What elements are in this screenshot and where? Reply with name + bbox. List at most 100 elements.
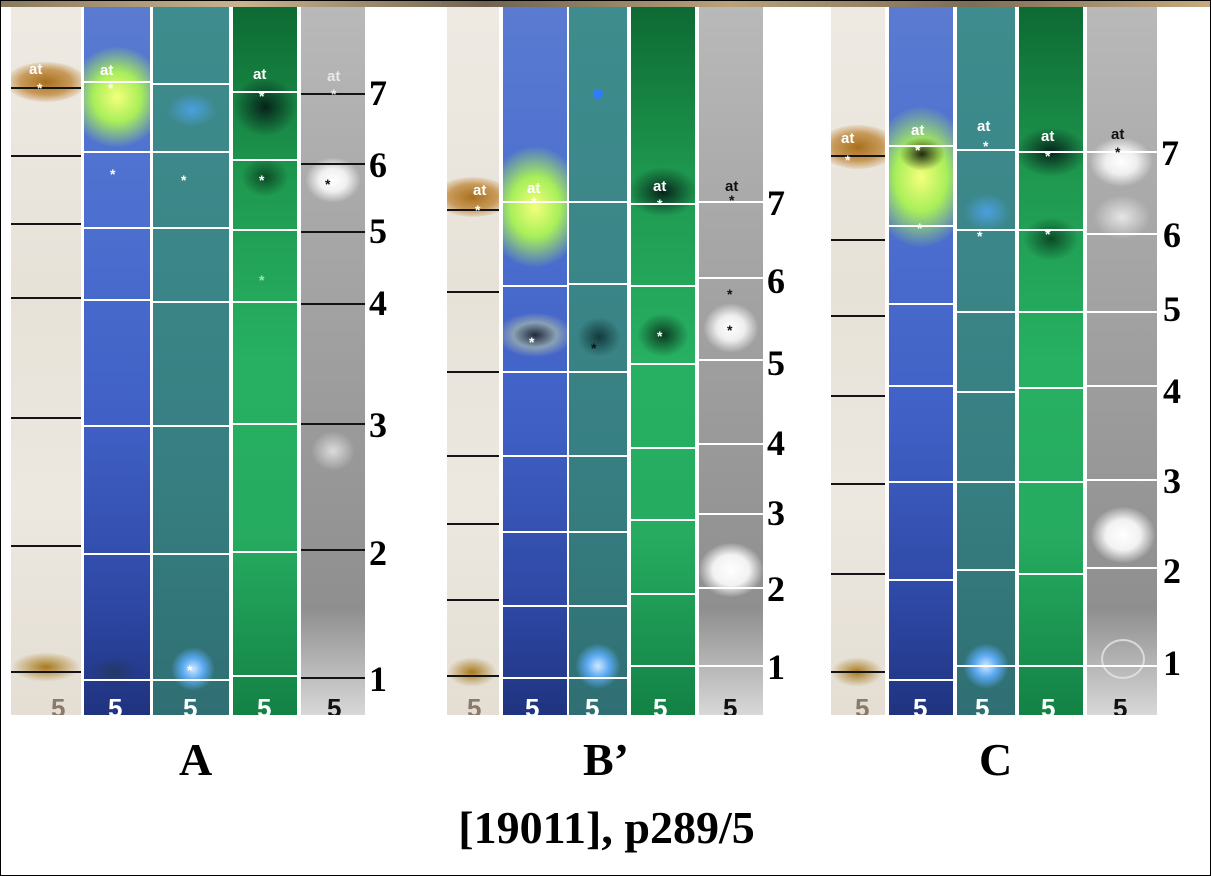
scale-label-3: 3 [767, 493, 785, 533]
front-mark: at [327, 68, 341, 85]
scale-label-7: 7 [767, 183, 785, 223]
lane-uv254: * * 5 [153, 7, 229, 715]
front-mark: at [1111, 126, 1125, 143]
lane-uv366: at * * 5 [503, 7, 567, 715]
spot-marker: * [727, 322, 733, 338]
spot-marker: * [657, 328, 663, 344]
scale-label-6: 6 [1163, 215, 1181, 255]
lane-uv366: at * * 5 [889, 7, 953, 715]
front-mark: at [911, 122, 925, 139]
application-mark: 5 [525, 693, 540, 715]
front-mark: at [527, 180, 541, 197]
scale-label-4: 4 [767, 423, 785, 463]
application-mark: 5 [467, 693, 482, 715]
application-mark: 5 [1113, 693, 1128, 715]
lane-white-light: at * * 5 [301, 7, 365, 715]
scale-label-1: 1 [369, 659, 387, 699]
application-mark: 5 [913, 693, 928, 715]
spot-marker: * [983, 138, 989, 154]
application-mark: 5 [723, 693, 738, 715]
figure-caption: [19011], p289/5 [458, 802, 755, 853]
spot-marker: * [531, 194, 537, 210]
spot-marker: * [325, 176, 331, 192]
lane-daylight: at * 5 [831, 7, 885, 715]
scale-label-5: 5 [767, 343, 785, 383]
application-mark: 5 [653, 693, 668, 715]
photo-top-strip [1, 1, 1210, 7]
lane-daylight: at * 5 [447, 7, 499, 715]
scale-label-5: 5 [369, 211, 387, 251]
panel-c: at * 5 at * * 5 at * * 5 [829, 7, 1209, 715]
scale-label-4: 4 [1163, 371, 1181, 411]
scale-label-7: 7 [369, 73, 387, 113]
application-mark: 5 [183, 693, 198, 715]
spot-marker: * [977, 228, 983, 244]
spot-marker: * [37, 80, 43, 96]
application-mark: 5 [51, 693, 66, 715]
spot-marker: * [181, 172, 187, 188]
front-mark: at [653, 178, 667, 195]
front-mark: at [725, 178, 739, 195]
panel-label-a: A [179, 734, 213, 785]
lane-white-light: at * * * 5 [699, 7, 763, 715]
spot-marker: * [591, 340, 597, 356]
application-mark: 5 [257, 693, 272, 715]
scale-label-7: 7 [1161, 133, 1179, 173]
panel-b: at * 5 at * * 5 * 5 [441, 7, 801, 715]
application-mark: 5 [108, 693, 123, 715]
spot-marker: * [915, 142, 921, 158]
spot-marker: * [110, 166, 116, 182]
application-mark: 5 [975, 693, 990, 715]
lane-daylight: at * 5 [11, 7, 81, 715]
spot-marker: * [259, 88, 265, 104]
scale-label-1: 1 [1163, 643, 1181, 683]
scale-label-2: 2 [1163, 551, 1181, 591]
panel-label-c: C [979, 734, 1013, 785]
spot-marker: * [259, 172, 265, 188]
front-mark: at [841, 130, 855, 147]
spot-marker: * [845, 152, 851, 168]
spot-marker: * [331, 86, 337, 102]
lane-uv254: at * * 5 [957, 7, 1015, 715]
scale-label-4: 4 [369, 283, 387, 323]
spot-marker: * [475, 202, 481, 218]
spot-marker: * [917, 220, 923, 236]
front-mark: at [473, 182, 487, 199]
spot-marker: * [259, 272, 265, 288]
scale-label-2: 2 [767, 569, 785, 609]
spot-marker: * [1045, 148, 1051, 164]
application-mark: 5 [855, 693, 870, 715]
front-mark: at [977, 118, 991, 135]
spot-marker: * [108, 80, 114, 96]
scale-label-3: 3 [369, 405, 387, 445]
spot-marker: * [727, 286, 733, 302]
lane-uv254: * 5 [569, 7, 627, 715]
scale-label-1: 1 [767, 647, 785, 687]
spot-marker: * [1115, 144, 1121, 160]
spot-marker: * [187, 662, 193, 678]
front-mark: at [29, 61, 43, 78]
lane-derivatized: at * * * 5 [233, 7, 297, 715]
panel-label-b: B’ [583, 734, 629, 785]
scale-label-3: 3 [1163, 461, 1181, 501]
spot-marker: * [1045, 226, 1051, 242]
scale-label-5: 5 [1163, 289, 1181, 329]
application-mark: 5 [327, 693, 342, 715]
application-mark: 5 [585, 693, 600, 715]
application-mark: 5 [1041, 693, 1056, 715]
front-mark: at [1041, 128, 1055, 145]
lane-uv366: at * * 5 [84, 7, 150, 715]
spot-marker: * [729, 192, 735, 208]
spot-marker: * [529, 334, 535, 350]
lane-white-light: at * 5 [1087, 7, 1157, 715]
front-mark: at [100, 62, 114, 79]
front-mark: at [253, 66, 267, 83]
spot-marker: * [657, 196, 663, 212]
lane-derivatized: at * * 5 [1019, 7, 1083, 715]
scale-label-2: 2 [369, 533, 387, 573]
scale-label-6: 6 [767, 261, 785, 301]
lane-derivatized: at * * 5 [631, 7, 695, 715]
scale-label-6: 6 [369, 145, 387, 185]
panel-a: at * 5 at * * 5 * * 5 [1, 7, 401, 715]
